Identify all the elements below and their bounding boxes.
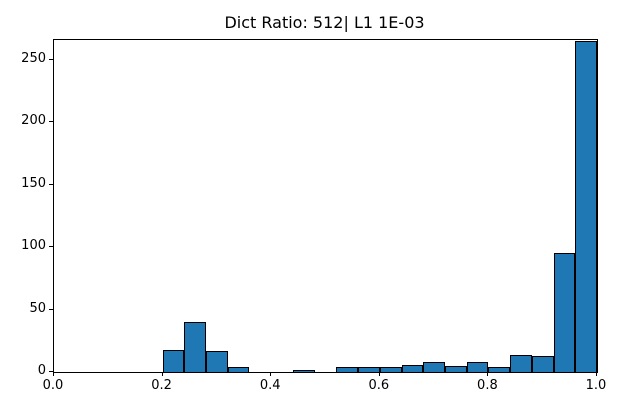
histogram-bar bbox=[466, 362, 489, 372]
histogram-bar bbox=[423, 362, 445, 372]
y-tick-label: 250 bbox=[21, 50, 46, 66]
y-tick-label: 150 bbox=[21, 175, 46, 191]
x-tick-label: 0.8 bbox=[477, 378, 498, 393]
histogram-bar bbox=[336, 367, 359, 372]
histogram-bar bbox=[358, 367, 380, 372]
histogram-bar bbox=[510, 354, 532, 372]
y-tick-mark bbox=[49, 308, 53, 310]
x-tick-mark bbox=[487, 372, 489, 376]
histogram-bar bbox=[444, 365, 467, 372]
y-tick-mark bbox=[49, 58, 53, 60]
x-tick-mark bbox=[596, 372, 597, 376]
plot-area bbox=[53, 39, 598, 373]
y-tick-label: 0 bbox=[37, 363, 46, 378]
x-tick-label: 0.6 bbox=[368, 378, 390, 393]
histogram-bar bbox=[575, 41, 597, 372]
histogram-bar bbox=[292, 369, 315, 372]
histogram-bar bbox=[379, 367, 402, 372]
x-tick-mark bbox=[161, 372, 163, 376]
histogram-bar bbox=[531, 355, 554, 372]
x-tick-label: 0.4 bbox=[259, 378, 281, 393]
x-tick-label: 0.2 bbox=[151, 378, 172, 393]
y-tick-mark bbox=[49, 246, 53, 248]
x-tick-mark bbox=[270, 372, 272, 376]
histogram-bar bbox=[401, 364, 424, 372]
y-tick-mark bbox=[49, 371, 53, 372]
x-tick-mark bbox=[53, 372, 54, 376]
y-tick-mark bbox=[49, 121, 53, 123]
x-tick-label: 1.0 bbox=[585, 378, 607, 393]
histogram-bar bbox=[184, 322, 207, 372]
y-tick-label: 200 bbox=[21, 113, 46, 129]
x-tick-mark bbox=[378, 372, 380, 376]
x-tick-label: 0.0 bbox=[42, 378, 64, 393]
y-tick-label: 100 bbox=[21, 238, 46, 254]
histogram-bar bbox=[206, 350, 228, 372]
y-tick-label: 50 bbox=[29, 300, 46, 316]
y-tick-mark bbox=[49, 183, 53, 185]
histogram-bar bbox=[553, 253, 576, 372]
chart-title: Dict Ratio: 512| L1 1E-03 bbox=[224, 13, 425, 32]
histogram-bar bbox=[488, 367, 511, 372]
histogram-bar bbox=[227, 367, 250, 372]
histogram-bar bbox=[162, 349, 185, 372]
